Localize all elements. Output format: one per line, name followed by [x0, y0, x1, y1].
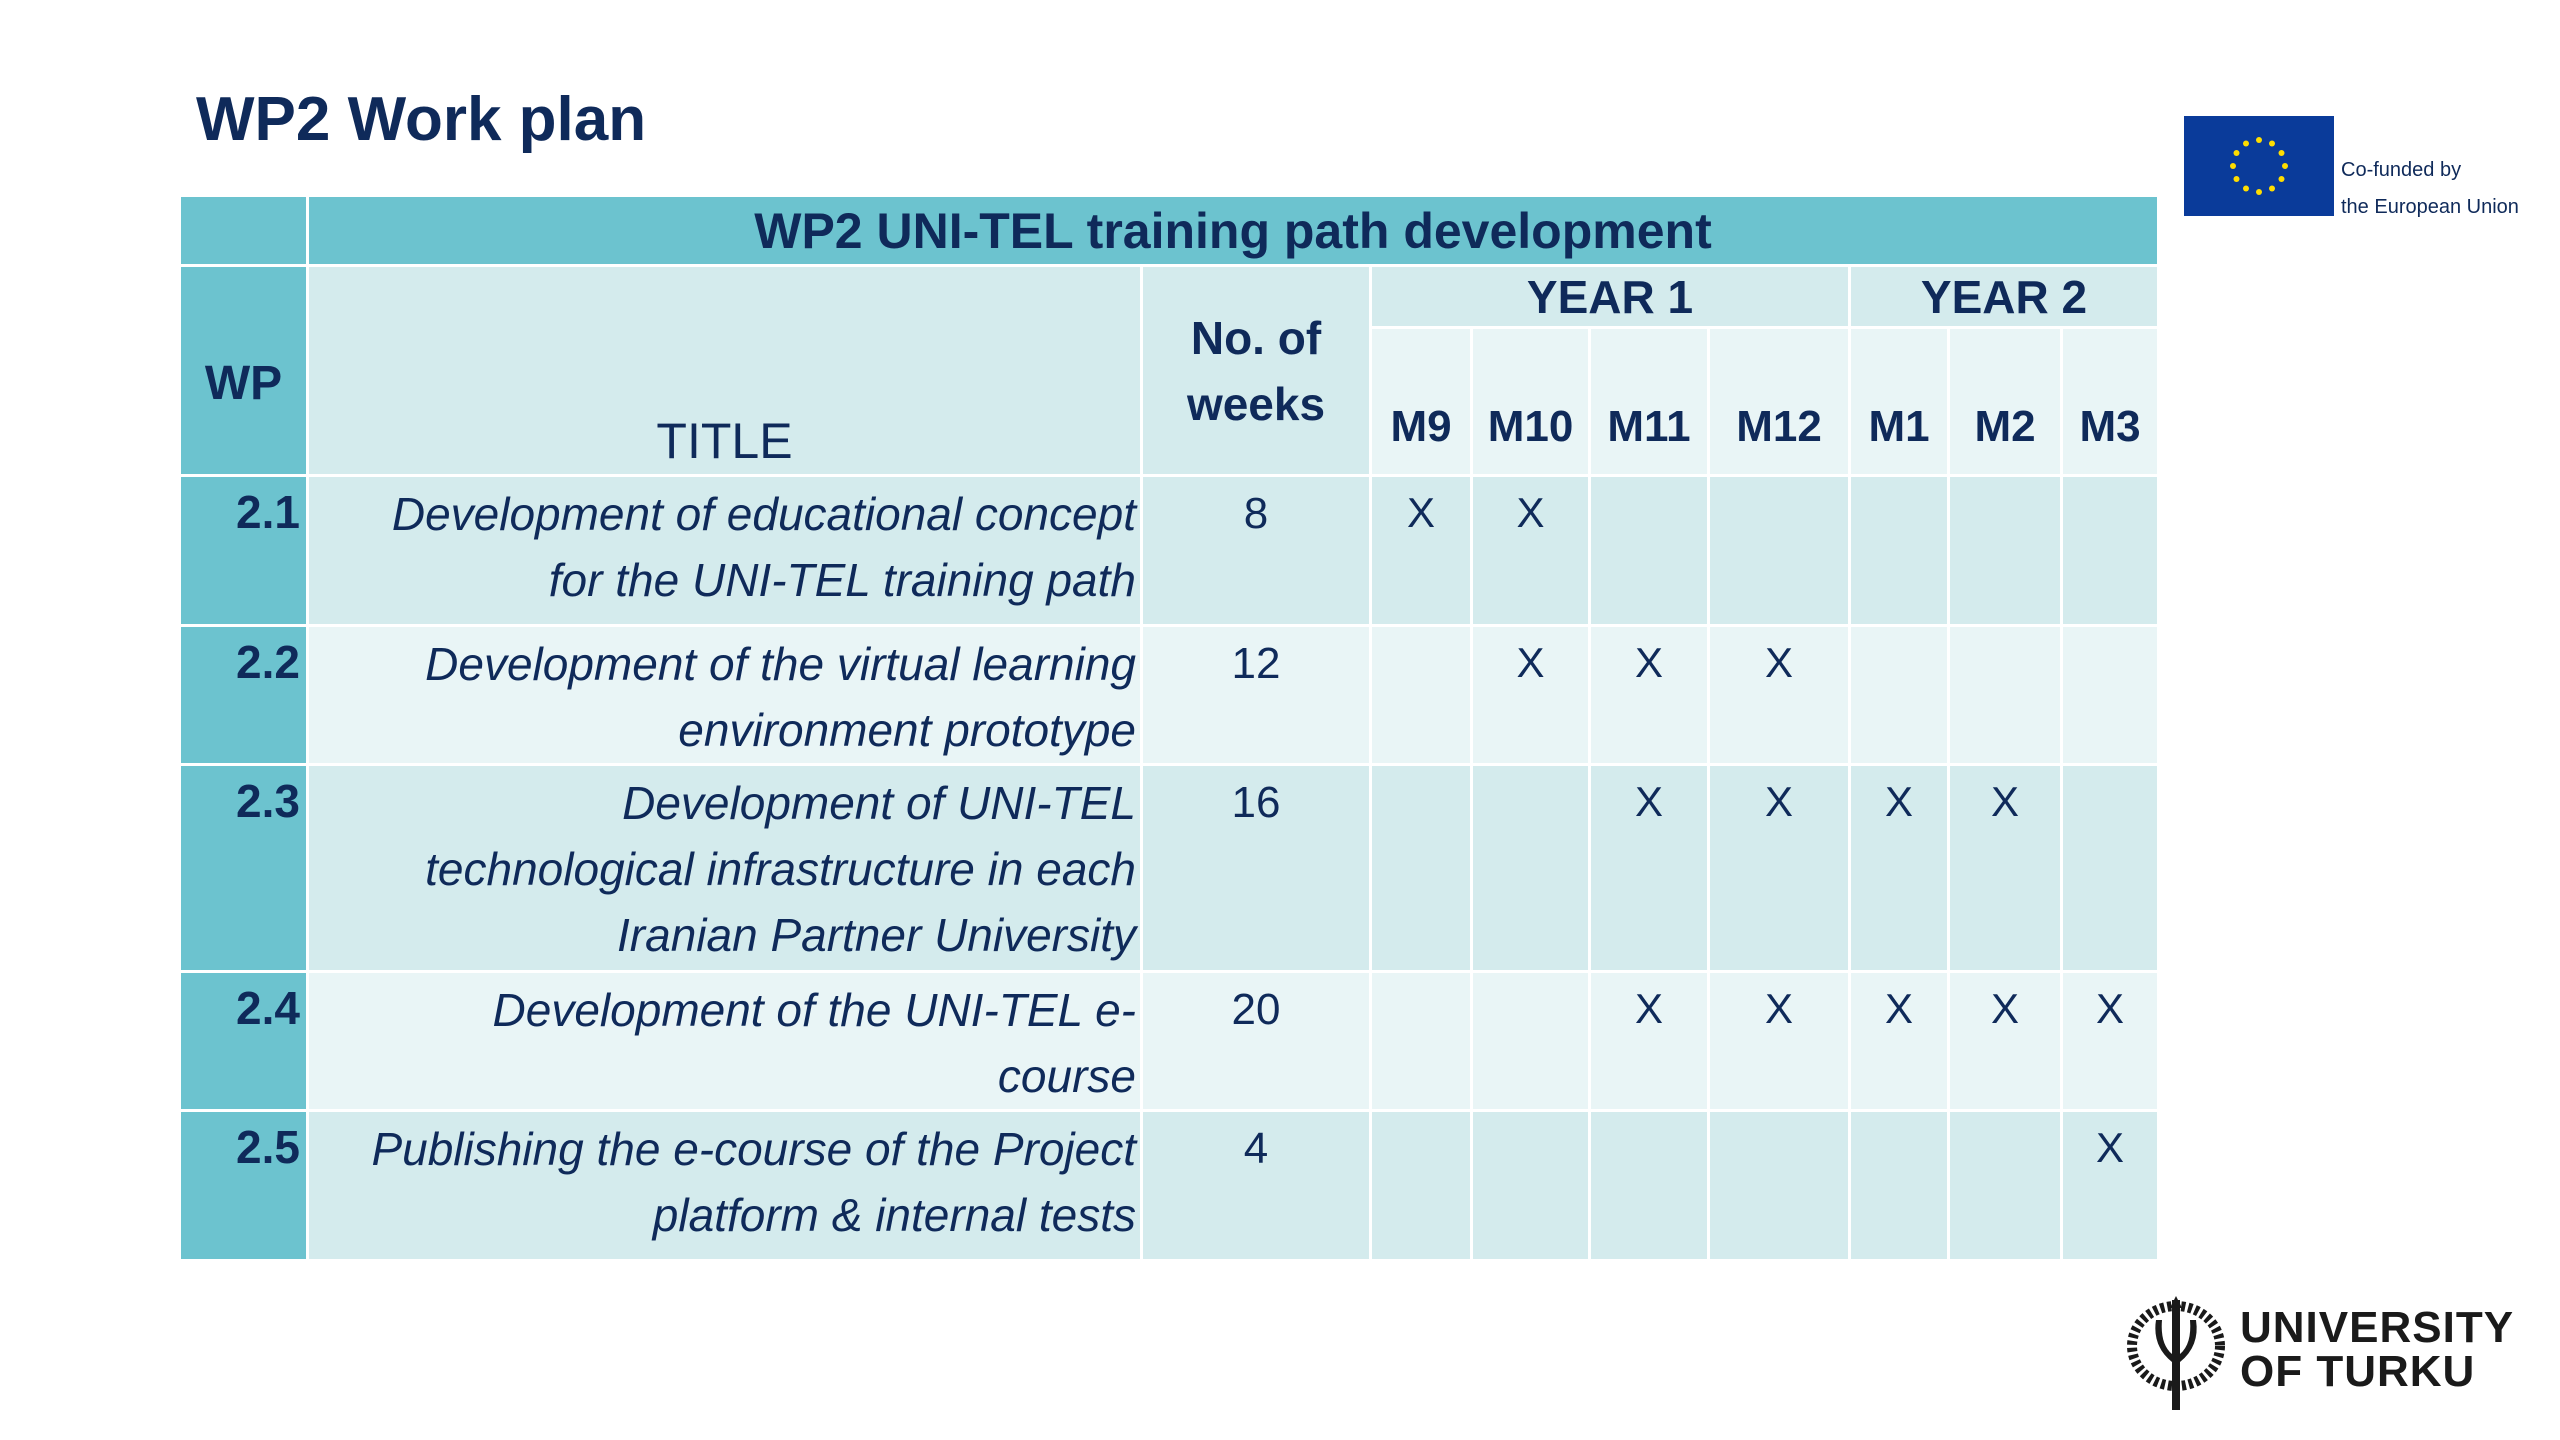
slide-title: WP2 Work plan — [196, 85, 647, 154]
month-mark-m12: X — [1707, 970, 1851, 1112]
month-mark-m3: X — [2060, 970, 2160, 1112]
task-title-cell: Development of the virtual learning envir… — [306, 624, 1143, 766]
month-mark-m10: X — [1470, 474, 1591, 627]
month-mark-m3: X — [2060, 1109, 2160, 1262]
task-title-line: Development of UNI-TEL — [622, 777, 1136, 829]
month-mark-m10 — [1470, 970, 1591, 1112]
month-mark-m9 — [1369, 763, 1473, 973]
month-header-row: M9 M10 M11 M12 M1 M2 M3 — [180, 326, 2160, 477]
month-mark-m2 — [1947, 1109, 2063, 1262]
table-row: 2.4 Development of the UNI-TEL e-course 20… — [178, 970, 2160, 1112]
month-mark-m11: X — [1588, 624, 1710, 766]
weeks-header-line2: weeks — [1186, 377, 1326, 430]
weeks-header-line1: No. of — [1190, 311, 1322, 364]
weeks-cell: 12 — [1140, 624, 1372, 766]
weeks-cell: 20 — [1140, 970, 1372, 1112]
task-title-line: course — [997, 1050, 1136, 1102]
weeks-cell: 4 — [1140, 1109, 1372, 1262]
month-mark-m9 — [1369, 970, 1473, 1112]
eu-cofunded-logo: Co-funded by the European Union — [2184, 116, 2540, 220]
task-title-cell: Development of the UNI-TEL e-course — [306, 970, 1143, 1112]
task-title-cell: Publishing the e-course of the Project pl… — [306, 1109, 1143, 1262]
month-mark-m12: X — [1707, 624, 1851, 766]
month-mark-m1 — [1848, 1109, 1950, 1262]
task-title-cell: Development of UNI-TEL technological infr… — [306, 763, 1143, 973]
month-mark-m12 — [1707, 474, 1851, 627]
month-mark-m1 — [1848, 624, 1950, 766]
month-mark-m11: X — [1588, 763, 1710, 973]
task-title-line: technological infrastructure in each — [425, 843, 1136, 895]
wp-number-cell: 2.4 — [178, 970, 309, 1112]
month-mark-m11: X — [1588, 970, 1710, 1112]
eu-cofunded-text: Co-funded by the European Union — [2341, 152, 2519, 226]
year2-header: YEAR 2 — [1848, 264, 2160, 329]
task-title-line: Publishing the e-course of the Project — [371, 1123, 1136, 1175]
month-mark-m3 — [2060, 474, 2160, 627]
month-mark-m1 — [1848, 474, 1950, 627]
table-row: 2.1 Development of educational concept for… — [178, 474, 2160, 627]
university-name-line1: UNIVERSITY — [2240, 1303, 2515, 1352]
wp-number-cell: 2.5 — [178, 1109, 309, 1262]
month-header-m1: M1 — [1848, 326, 1950, 477]
task-title-line: Development of the virtual learning — [425, 638, 1136, 690]
month-header-m3: M3 — [2060, 326, 2160, 477]
month-mark-m1: X — [1848, 763, 1950, 973]
university-name-line2: OF TURKU — [2240, 1347, 2476, 1396]
table-main-heading: WP2 UNI-TEL training path development — [306, 194, 2160, 267]
table-row: 2.5 Publishing the e-course of the Projec… — [178, 1109, 2160, 1262]
university-name: UNIVERSITY OF TURKU — [2240, 1306, 2514, 1394]
month-mark-m2: X — [1947, 970, 2063, 1112]
task-title-line: Development of educational concept — [391, 488, 1136, 540]
university-of-turku-logo: UNIVERSITY OF TURKU — [2126, 1296, 2526, 1416]
wp-number-cell: 2.3 — [178, 763, 309, 973]
month-mark-m9 — [1369, 624, 1473, 766]
month-header-m12: M12 — [1707, 326, 1851, 477]
month-mark-m3 — [2060, 763, 2160, 973]
weeks-cell: 16 — [1140, 763, 1372, 973]
eu-text-line1: Co-funded by — [2341, 159, 2462, 181]
column-header-weeks: No. of weeks — [1140, 264, 1372, 477]
header-blank-cell — [178, 194, 309, 267]
university-emblem-icon — [2126, 1296, 2226, 1414]
month-mark-m12: X — [1707, 763, 1851, 973]
month-header-m10: M10 — [1470, 326, 1591, 477]
month-mark-m3 — [2060, 624, 2160, 766]
work-plan-table-body: WP2 UNI-TEL training path development WP… — [178, 194, 2160, 1262]
month-mark-m11 — [1588, 474, 1710, 627]
month-header-m11: M11 — [1588, 326, 1710, 477]
month-mark-m2 — [1947, 624, 2063, 766]
eu-flag-icon — [2184, 116, 2334, 216]
month-mark-m2 — [1947, 474, 2063, 627]
month-mark-m10 — [1470, 763, 1591, 973]
task-title-line: platform & internal tests — [652, 1189, 1136, 1241]
month-header-m2: M2 — [1947, 326, 2063, 477]
wp-number-cell: 2.1 — [178, 474, 309, 627]
task-title-line: Development of the UNI-TEL e- — [492, 984, 1136, 1036]
task-title-line: for the UNI-TEL training path — [548, 554, 1136, 606]
month-mark-m9 — [1369, 1109, 1473, 1262]
eu-text-line2: the European Union — [2341, 196, 2519, 218]
month-mark-m9: X — [1369, 474, 1473, 627]
wp-number-cell: 2.2 — [178, 624, 309, 766]
month-mark-m10: X — [1470, 624, 1591, 766]
table-row: 2.3 Development of UNI-TEL technological i… — [178, 763, 2160, 973]
month-mark-m1: X — [1848, 970, 1950, 1112]
work-plan-table: WP2 UNI-TEL training path development WP… — [178, 194, 2160, 1262]
task-title-line: environment prototype — [678, 704, 1136, 756]
month-mark-m10 — [1470, 1109, 1591, 1262]
year1-header: YEAR 1 — [1369, 264, 1851, 329]
task-title-cell: Development of educational concept for th… — [306, 474, 1143, 627]
month-mark-m12 — [1707, 1109, 1851, 1262]
month-header-m9: M9 — [1369, 326, 1473, 477]
column-header-title: TITLE — [306, 264, 1143, 477]
column-header-wp: WP — [178, 264, 309, 477]
task-title-line: Iranian Partner University — [617, 909, 1136, 961]
weeks-cell: 8 — [1140, 474, 1372, 627]
table-row: 2.2 Development of the virtual learning en… — [178, 624, 2160, 766]
month-mark-m2: X — [1947, 763, 2063, 973]
month-mark-m11 — [1588, 1109, 1710, 1262]
